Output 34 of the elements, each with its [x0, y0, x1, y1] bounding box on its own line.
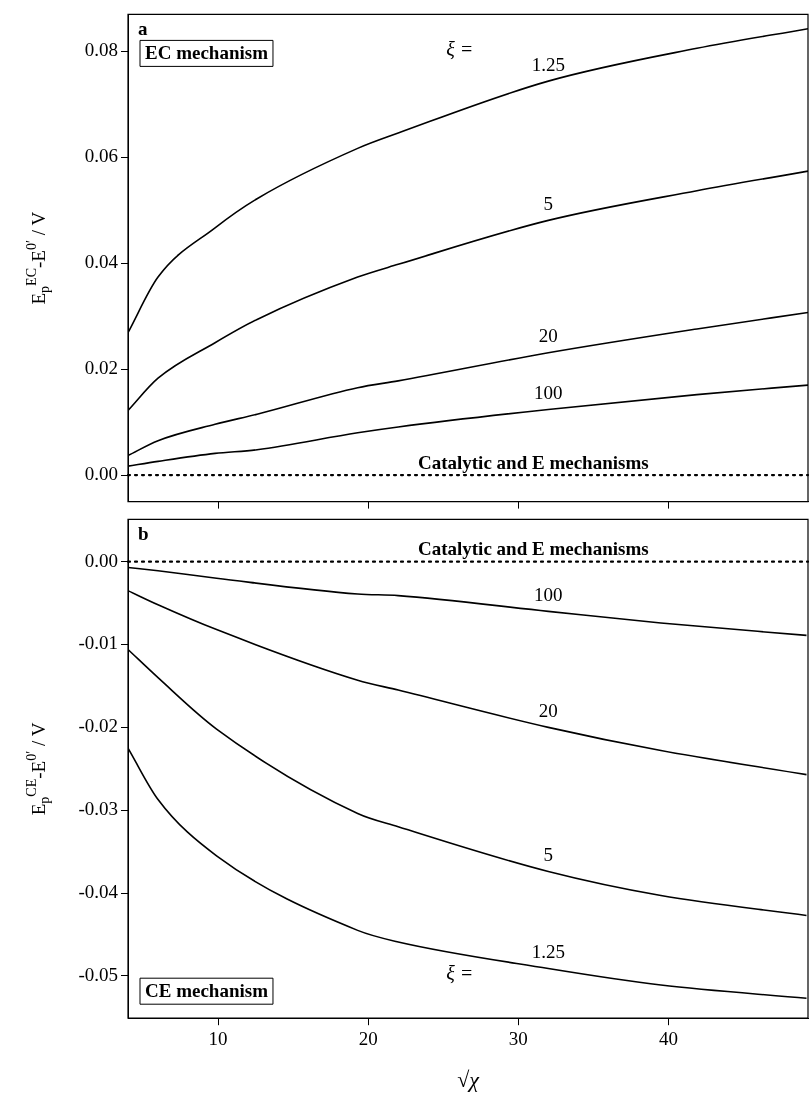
ref-line-label: Catalytic and E mechanisms — [417, 451, 649, 473]
x-tick-label: 30 — [508, 1027, 528, 1049]
series-label: 5 — [543, 192, 554, 214]
x-tick-label: 10 — [208, 1027, 228, 1049]
y-tick-label: 0.00 — [84, 463, 118, 485]
series-label: 1.25 — [531, 940, 565, 962]
ref-line-label: Catalytic and E mechanisms — [417, 538, 649, 560]
series-label: 100 — [534, 381, 563, 403]
series-label: 100 — [534, 583, 563, 605]
y-axis-title: EpEC-E0′ / V — [24, 211, 53, 305]
y-tick-label: -0.02 — [78, 715, 118, 737]
series-label: 5 — [543, 844, 554, 866]
y-tick-label: 0.04 — [84, 251, 119, 273]
series-label: 20 — [538, 325, 558, 347]
legend-title: ξ = — [446, 961, 474, 984]
chart-title: a — [138, 17, 148, 39]
y-axis-title: EpCE-E0′ / V — [24, 722, 53, 816]
y-tick-label: 0.00 — [84, 549, 118, 571]
x-tick-label: 20 — [358, 1027, 378, 1049]
y-tick-label: -0.03 — [78, 798, 118, 820]
chart-title: b — [138, 522, 149, 544]
text: EC mechanism — [145, 42, 269, 64]
x-tick-label: 40 — [658, 1027, 678, 1049]
y-tick-label: -0.05 — [78, 963, 118, 985]
y-tick-label: 0.02 — [84, 357, 118, 379]
y-tick-label: 0.08 — [84, 39, 118, 61]
legend-title: ξ = — [446, 38, 474, 61]
text: CE mechanism — [145, 980, 269, 1002]
series-label: 20 — [538, 699, 558, 721]
x-axis-title: √χ — [457, 1066, 481, 1092]
y-tick-label: 0.06 — [84, 145, 118, 167]
y-tick-label: -0.01 — [78, 632, 118, 654]
series-label: 1.25 — [531, 53, 565, 75]
y-tick-label: -0.04 — [78, 881, 119, 903]
